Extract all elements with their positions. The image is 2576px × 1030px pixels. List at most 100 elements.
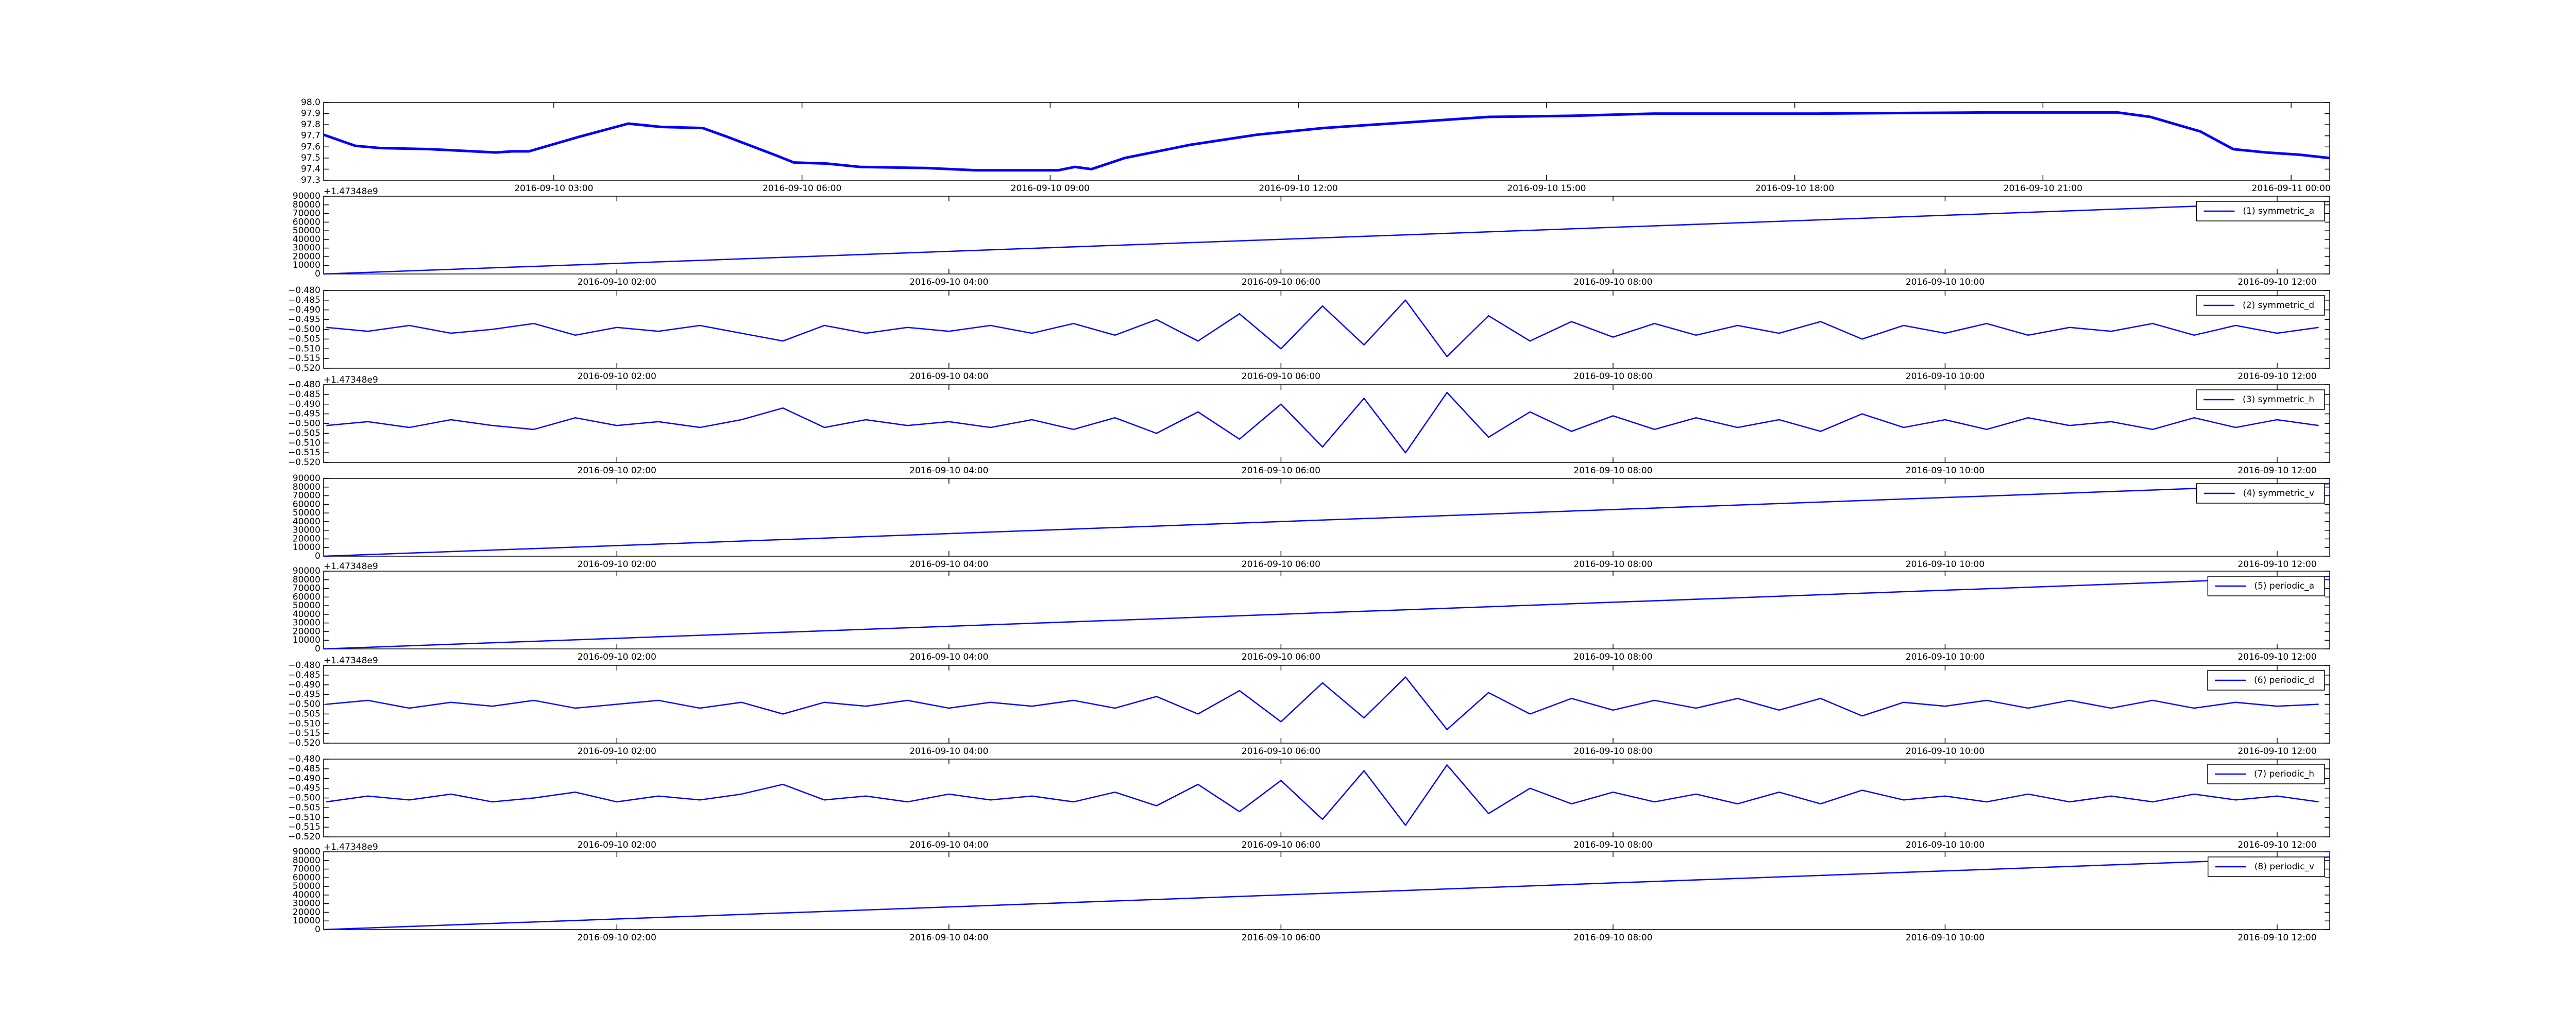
y-tick-label: 90000 [293,847,320,857]
axes-frame [323,665,2330,744]
y-tick-label: 97.8 [301,119,320,130]
legend-label: (6) periodic_d [2254,675,2314,685]
y-tick-label: 40000 [293,609,320,620]
y-tick-label: 97.6 [301,142,320,152]
data-line [323,575,2330,650]
y-tick-label: −0.500 [288,419,320,429]
y-tick-label: −0.485 [288,670,320,680]
x-tick-label: 2016-09-10 08:00 [1573,933,1652,943]
y-tick-label: 97.9 [301,109,320,119]
y-tick-label: 50000 [293,881,320,891]
y-tick-label: 10000 [293,542,320,553]
y-tick-label: −0.500 [288,793,320,803]
y-tick-label: −0.490 [288,305,320,315]
y-tick-label: 80000 [293,200,320,210]
y-tick-label: −0.485 [288,764,320,774]
x-tick-label: 2016-09-10 06:00 [1242,746,1320,757]
subplot: 0100002000030000400005000060000700008000… [293,842,2330,943]
data-line [323,200,2330,275]
subplot: 0100002000030000400005000060000700008000… [293,473,2330,570]
y-tick-label: −0.490 [288,399,320,409]
x-tick-label: 2016-09-11 00:00 [2251,183,2330,194]
data-line [326,299,2319,357]
data-line [323,856,2330,931]
x-tick-label: 2016-09-10 10:00 [1906,746,1985,757]
axes-frame [323,384,2330,463]
x-tick-label: 2016-09-10 02:00 [578,466,656,476]
y-tick-label: −0.510 [288,438,320,448]
y-tick-label: −0.515 [288,728,320,739]
x-tick-label: 2016-09-10 08:00 [1573,277,1652,287]
y-tick-label: −0.515 [288,353,320,364]
x-tick-label: 2016-09-10 10:00 [1906,933,1985,943]
y-tick-label: 97.5 [301,153,320,163]
y-tick-label: 50000 [293,600,320,611]
x-tick-label: 2016-09-10 06:00 [1242,840,1320,850]
y-tick-label: 60000 [293,592,320,602]
y-tick-label: −0.505 [288,802,320,813]
axes-frame [323,478,2330,557]
x-tick-label: 2016-09-10 04:00 [909,933,988,943]
y-tick-label: 70000 [293,583,320,594]
legend: (8) periodic_v [2207,856,2325,877]
x-tick-label: 2016-09-10 10:00 [1906,840,1985,850]
y-tick-label: −0.500 [288,324,320,335]
x-tick-label: 2016-09-10 08:00 [1573,746,1652,757]
y-tick-label: 0 [315,924,320,935]
y-tick-label: −0.480 [288,660,320,671]
y-tick-label: −0.505 [288,334,320,344]
x-tick-label: 2016-09-10 12:00 [2238,933,2316,943]
y-tick-label: 0 [315,644,320,654]
y-tick-label: −0.510 [288,344,320,354]
data-line [323,111,2330,172]
x-tick-label: 2016-09-10 08:00 [1573,840,1652,850]
x-tick-label: 2016-09-10 02:00 [578,277,656,287]
y-tick-label: 30000 [293,618,320,628]
x-tick-label: 2016-09-10 02:00 [578,840,656,850]
y-tick-label: −0.510 [288,718,320,729]
subplot: −0.520−0.515−0.510−0.505−0.500−0.495−0.4… [288,754,2330,850]
x-tick-label: 2016-09-10 10:00 [1906,466,1985,476]
y-tick-label: 70000 [293,864,320,874]
x-tick-label: 2016-09-10 10:00 [1906,652,1985,662]
x-tick-label: 2016-09-10 06:00 [1242,466,1320,476]
y-tick-label: 80000 [293,575,320,585]
x-tick-label: 2016-09-10 04:00 [909,466,988,476]
y-tick-label: −0.510 [288,812,320,822]
y-tick-label: 97.3 [301,175,320,185]
y-tick-label: 20000 [293,907,320,917]
y-tick-label: −0.490 [288,774,320,784]
legend: (3) symmetric_h [2196,389,2325,410]
legend-label: (4) symmetric_v [2243,488,2314,499]
x-tick-label: 2016-09-10 02:00 [578,933,656,943]
subplot: −0.520−0.515−0.510−0.505−0.500−0.495−0.4… [288,285,2330,382]
y-tick-label: 40000 [293,234,320,245]
x-tick-label: 2016-09-10 12:00 [2238,746,2316,757]
x-tick-label: 2016-09-10 12:00 [2238,840,2316,850]
legend-label: (3) symmetric_h [2243,394,2314,405]
x-tick-label: 2016-09-10 12:00 [2238,466,2316,476]
y-tick-label: −0.485 [288,295,320,305]
y-tick-label: 80000 [293,855,320,866]
axes-frame [323,102,2330,181]
x-tick-label: 2016-09-10 18:00 [1755,183,1834,194]
x-tick-label: 2016-09-10 06:00 [1242,277,1320,287]
y-tick-label: 0 [315,269,320,279]
y-tick-label: −0.495 [288,783,320,794]
y-tick-label: 20000 [293,534,320,544]
y-tick-label: 60000 [293,872,320,883]
x-tick-label: 2016-09-10 04:00 [909,652,988,662]
y-tick-label: −0.505 [288,428,320,438]
x-tick-label: 2016-09-10 10:00 [1906,277,1985,287]
axes-frame [323,196,2330,274]
y-tick-label: −0.505 [288,709,320,719]
x-tick-label: 2016-09-10 06:00 [762,183,841,194]
legend: (5) periodic_a [2207,576,2325,596]
y-tick-label: 0 [315,551,320,561]
axis-offset-text: +1.47348e9 [324,656,378,666]
x-tick-label: 2016-09-10 02:00 [578,746,656,757]
y-tick-label: −0.480 [288,754,320,764]
y-tick-label: 30000 [293,899,320,909]
x-tick-label: 2016-09-10 12:00 [2238,371,2316,382]
